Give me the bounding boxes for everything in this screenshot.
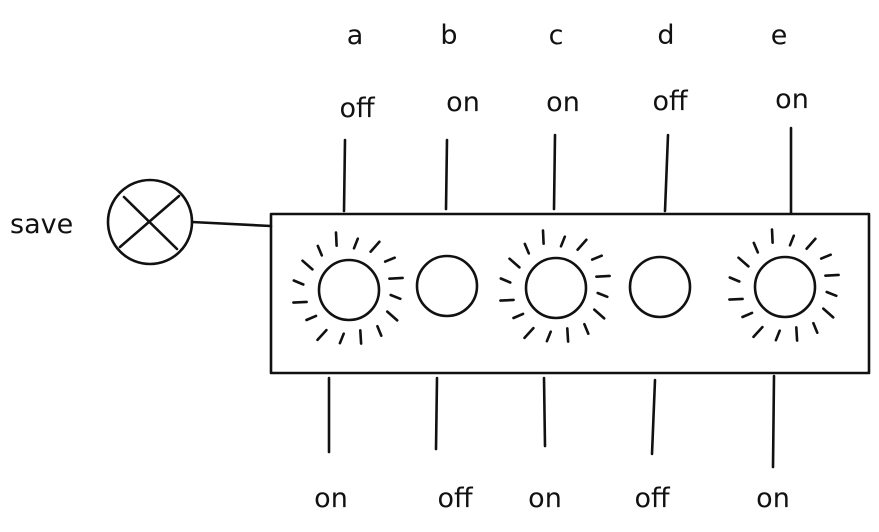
glow-ray xyxy=(774,329,782,342)
glow-ray xyxy=(316,328,328,342)
glow-ray xyxy=(388,276,404,281)
glow-ray xyxy=(512,312,525,320)
switch-b[interactable]: b on off xyxy=(415,20,480,514)
glow-ray xyxy=(770,228,774,244)
top-state-label: on xyxy=(446,87,480,118)
bottom-state-label: off xyxy=(437,483,474,514)
top-state-label: on xyxy=(546,87,580,118)
glow-ray xyxy=(559,235,567,248)
glow-ray xyxy=(292,300,308,304)
switch-c[interactable]: c on on xyxy=(499,20,611,514)
glow-ray xyxy=(583,322,590,336)
glow-ray xyxy=(523,242,531,255)
glow-ray xyxy=(369,240,381,253)
glow-ray xyxy=(819,253,833,260)
glow-ray xyxy=(825,290,838,298)
glow-ray xyxy=(794,326,799,342)
glow-ray xyxy=(788,234,796,247)
top-lead-line xyxy=(342,138,347,213)
glow-ray xyxy=(499,298,515,302)
glow-ray xyxy=(301,259,314,271)
glow-ray xyxy=(805,237,817,250)
glow-ray xyxy=(389,293,402,301)
glow-ray xyxy=(383,256,397,263)
glow-ray xyxy=(541,229,545,245)
bottom-state-label: on xyxy=(756,483,790,514)
x-icon[interactable] xyxy=(106,178,194,266)
bottom-lead-line xyxy=(650,378,657,456)
glow-ray xyxy=(316,244,324,257)
glow-ray xyxy=(499,277,512,284)
glow-ray xyxy=(821,307,835,319)
switch-d[interactable]: d off off xyxy=(628,20,692,514)
glow-ray xyxy=(385,310,399,322)
glow-rays-icon xyxy=(292,231,404,345)
switch-name-label: e xyxy=(771,20,788,51)
glow-ray xyxy=(334,231,338,247)
glow-ray xyxy=(728,297,744,301)
save-connector xyxy=(190,220,273,228)
top-state-label: off xyxy=(652,86,689,117)
glow-ray xyxy=(752,325,764,339)
switch-name-label: d xyxy=(657,20,674,51)
bottom-lead-line xyxy=(542,376,547,448)
glow-ray xyxy=(592,308,606,320)
bulb-unlit-icon[interactable] xyxy=(415,254,479,318)
glow-ray xyxy=(523,326,535,340)
bottom-state-label: on xyxy=(528,483,562,514)
save-label: save xyxy=(10,209,73,240)
bulb-unlit-icon[interactable] xyxy=(628,255,692,319)
bulb-lit-icon[interactable] xyxy=(524,256,588,320)
top-lead-line xyxy=(444,138,449,211)
bulb-lit-icon[interactable] xyxy=(753,255,817,319)
glow-ray xyxy=(737,256,750,268)
glow-ray xyxy=(338,332,346,345)
glow-ray xyxy=(595,274,611,279)
glow-ray xyxy=(812,321,819,335)
switch-name-label: b xyxy=(440,20,457,51)
glow-ray xyxy=(741,311,754,319)
bottom-lead-line xyxy=(434,376,439,451)
bottom-state-label: off xyxy=(634,483,671,514)
top-lead-line xyxy=(552,133,557,211)
glow-ray xyxy=(292,279,305,286)
glow-ray xyxy=(576,238,588,251)
top-lead-line xyxy=(663,133,670,213)
glow-ray xyxy=(728,276,741,283)
glow-ray xyxy=(824,273,840,278)
glow-ray xyxy=(565,327,570,343)
glow-ray xyxy=(508,257,521,269)
top-state-label: on xyxy=(775,84,809,115)
switch-e[interactable]: e on on xyxy=(728,20,840,514)
glow-ray xyxy=(596,291,609,299)
switch-a[interactable]: a off on xyxy=(292,20,404,514)
bottom-state-label: on xyxy=(314,483,348,514)
glow-rays-icon xyxy=(499,229,611,343)
switch-name-label: c xyxy=(549,20,564,51)
glow-ray xyxy=(376,324,383,338)
glow-ray xyxy=(352,237,360,250)
glow-ray xyxy=(545,330,553,343)
switch-name-label: a xyxy=(347,20,364,51)
top-state-label: off xyxy=(339,93,376,124)
glow-ray xyxy=(358,329,363,345)
glow-ray xyxy=(305,314,318,322)
save-control[interactable]: save xyxy=(10,178,273,266)
glow-ray xyxy=(752,241,760,254)
glow-ray xyxy=(590,254,604,261)
bulb-lit-icon[interactable] xyxy=(317,258,381,322)
switch-panel xyxy=(269,212,871,375)
switch-group: a off on b on off c on on d off off e on on xyxy=(292,20,840,514)
glow-rays-icon xyxy=(728,228,840,342)
bottom-lead-line xyxy=(771,374,776,469)
